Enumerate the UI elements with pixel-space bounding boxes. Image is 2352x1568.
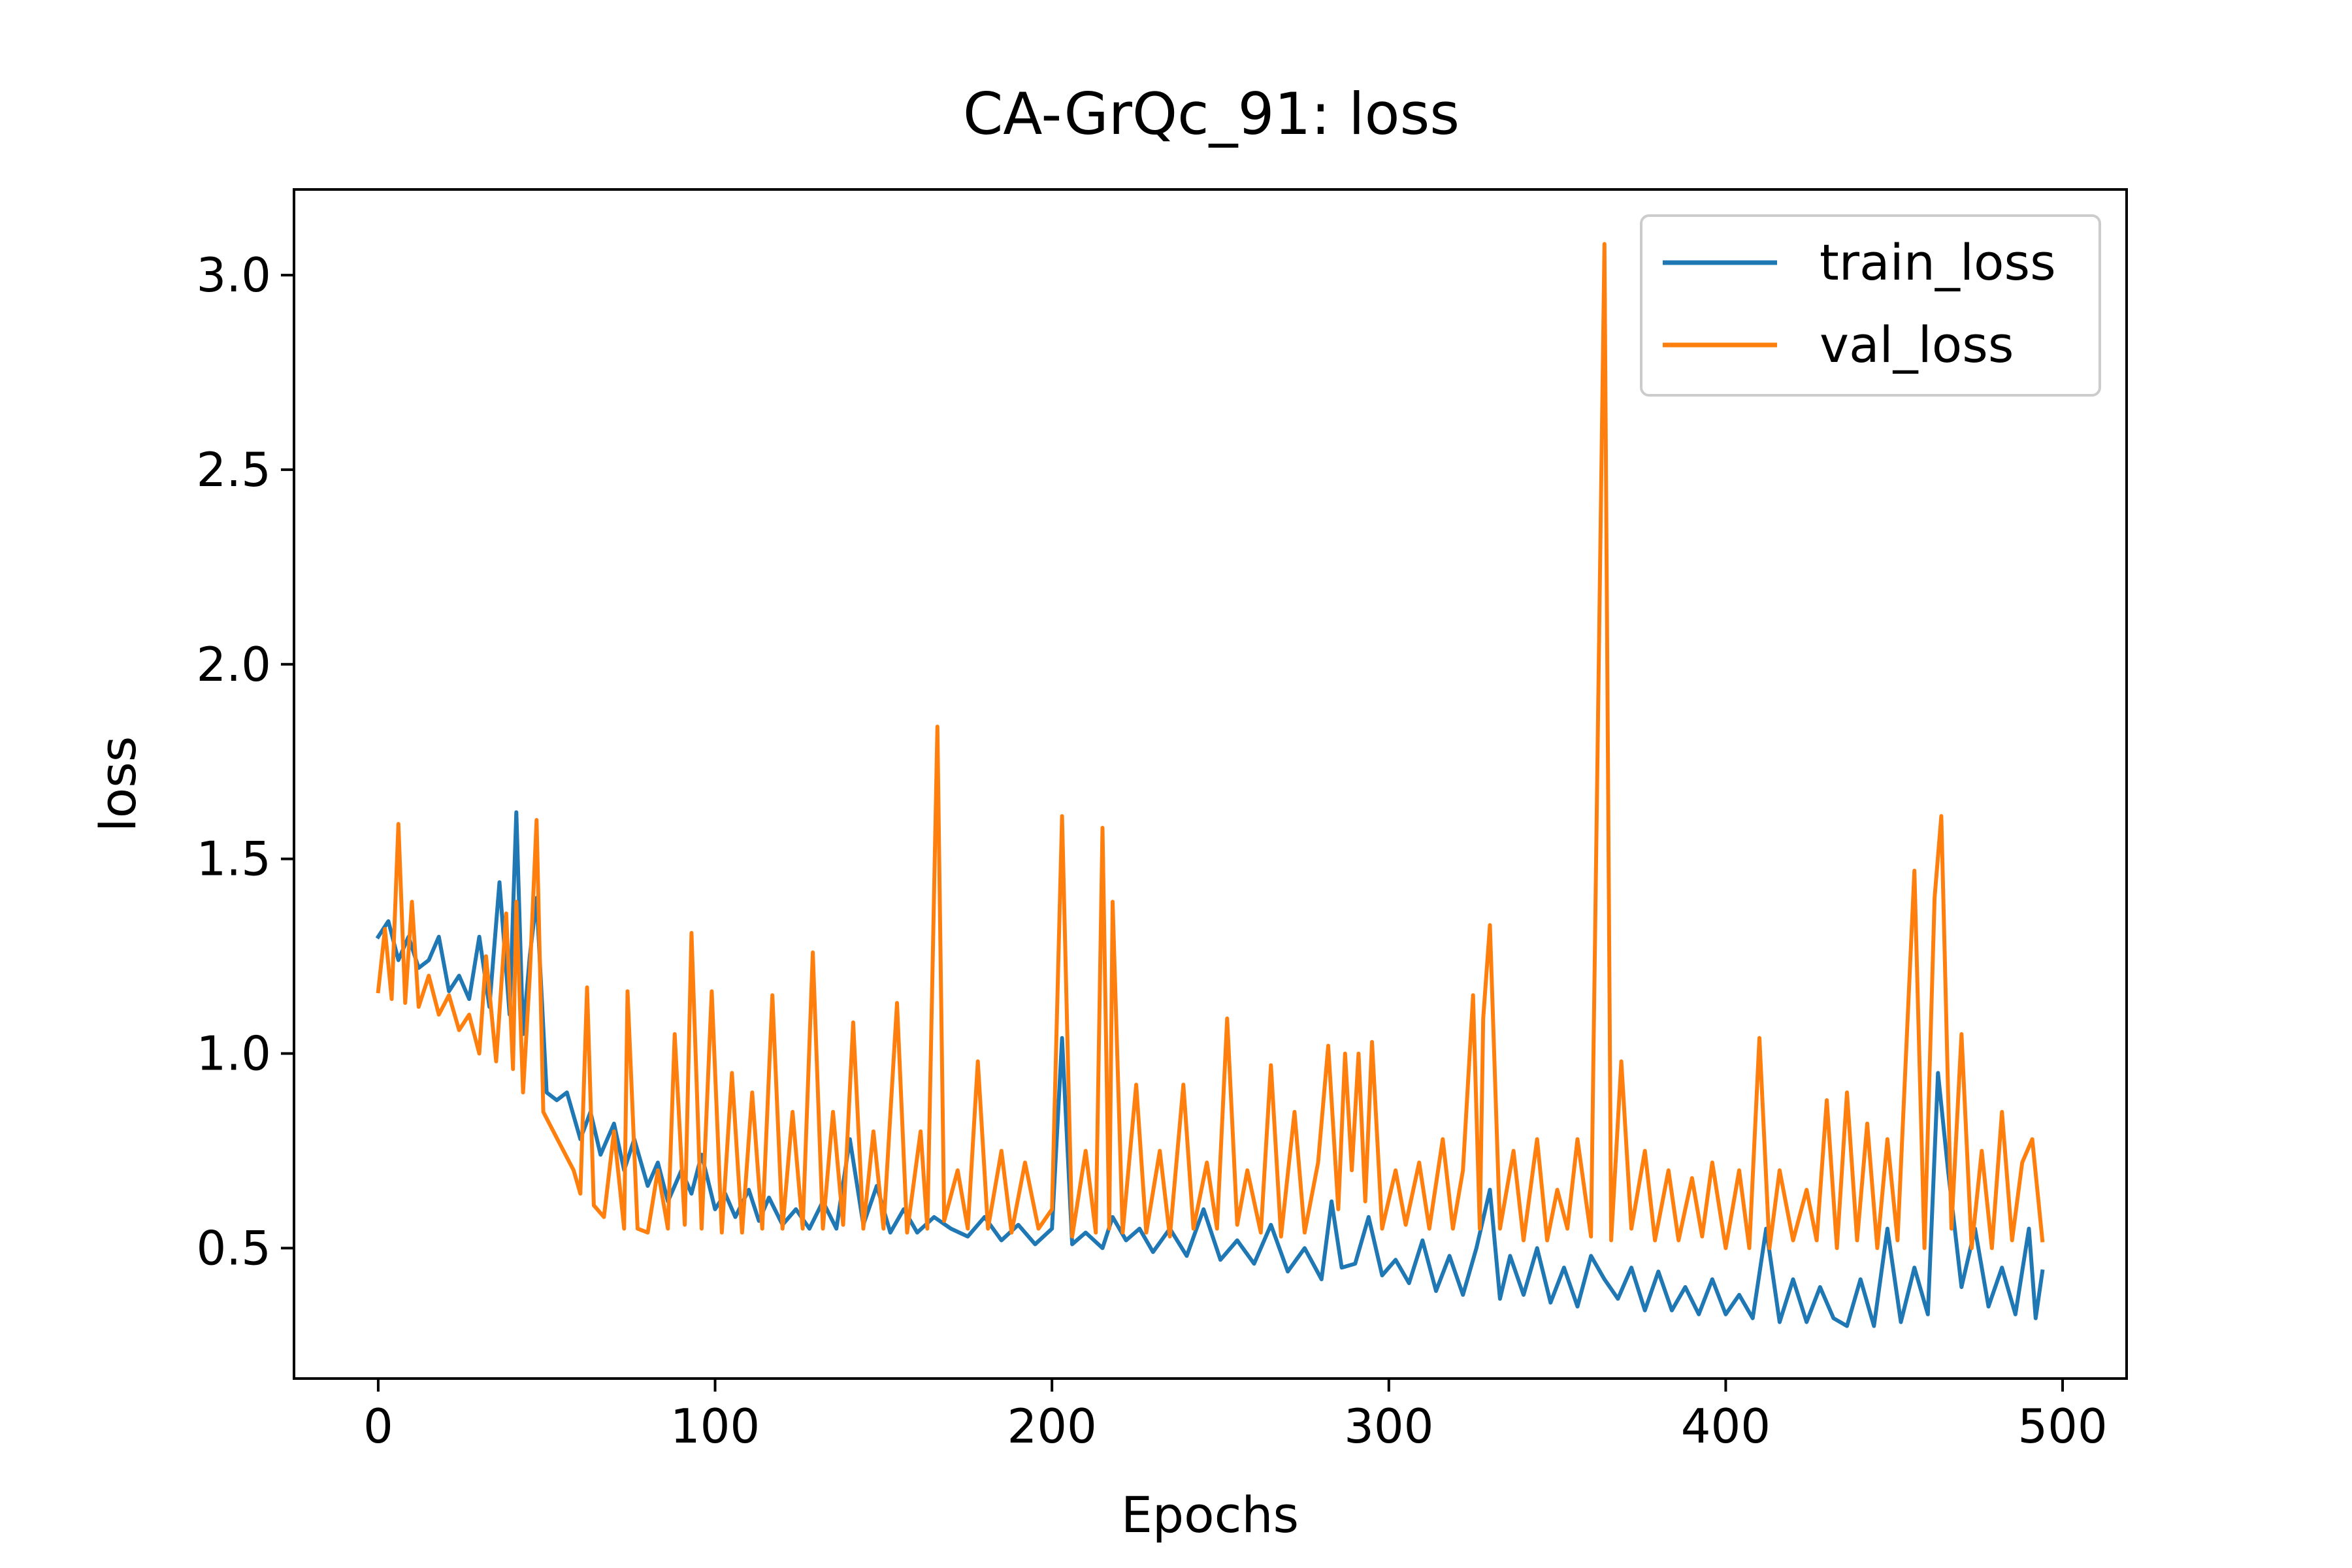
x-axis-label: Epochs bbox=[1121, 1486, 1299, 1544]
y-tick-label: 1.0 bbox=[196, 1026, 271, 1081]
legend: train_loss val_loss bbox=[1640, 214, 2101, 397]
x-tick-label: 0 bbox=[363, 1399, 393, 1454]
y-axis-label: loss bbox=[89, 736, 147, 832]
legend-label-train-loss: train_loss bbox=[1820, 233, 2056, 291]
plot-series bbox=[375, 242, 2045, 1328]
x-tick-label: 500 bbox=[2017, 1399, 2107, 1454]
y-tick-label: 0.5 bbox=[196, 1220, 271, 1275]
y-axis-ticks: 0.5 1.0 1.5 2.0 2.5 3.0 bbox=[196, 248, 294, 1275]
y-tick-label: 2.5 bbox=[196, 442, 271, 497]
x-tick-label: 200 bbox=[1007, 1399, 1096, 1454]
y-tick-label: 3.0 bbox=[196, 248, 271, 302]
x-tick-label: 400 bbox=[1681, 1399, 1771, 1454]
chart-title: CA-GrQc_91: loss bbox=[963, 80, 1460, 148]
y-tick-label: 2.0 bbox=[196, 637, 271, 692]
legend-label-val-loss: val_loss bbox=[1820, 316, 2014, 374]
x-tick-label: 100 bbox=[670, 1399, 760, 1454]
x-axis-ticks: 0 100 200 300 400 500 bbox=[363, 1379, 2108, 1454]
y-tick-label: 1.5 bbox=[196, 832, 271, 887]
plot-area-frame bbox=[293, 188, 2128, 1380]
x-tick-label: 300 bbox=[1344, 1399, 1433, 1454]
series-line-val-loss bbox=[376, 242, 2045, 1250]
